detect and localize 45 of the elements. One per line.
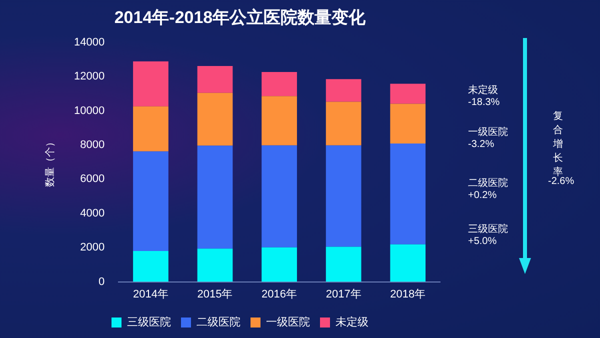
bar [326, 246, 362, 282]
bar [133, 61, 168, 106]
y-tick-label: 6000 [80, 173, 105, 186]
bar [390, 244, 426, 282]
text: -2.6% [548, 176, 574, 188]
text: 二级医院 +0.2% [468, 178, 508, 202]
bar [326, 145, 362, 247]
y-tick-label: 2000 [80, 242, 105, 254]
y-tick-label: 4000 [80, 207, 105, 220]
bar [197, 248, 233, 282]
text: 未定级 -18.3% [468, 85, 500, 109]
legend-label: 一级医院 [266, 316, 310, 329]
bar [390, 104, 426, 144]
bar [326, 102, 362, 146]
bar [197, 66, 233, 93]
y-tick-label: 10000 [74, 104, 105, 117]
legend-label: 未定级 [336, 316, 368, 329]
x-tick-label: 2018年 [390, 288, 426, 300]
bar [197, 146, 233, 249]
x-tick-label: 2015年 [197, 288, 233, 300]
bar [390, 143, 426, 244]
text: 三级医院 +5.0% [468, 224, 508, 248]
bar [133, 251, 168, 282]
x-tick-label: 2016年 [262, 288, 298, 300]
bar [262, 145, 297, 248]
text: 复合增长率 [553, 110, 563, 178]
y-tick-label: 14000 [74, 36, 105, 48]
legend-label: 二级医院 [196, 316, 240, 329]
y-axis-title: 数量（个） [44, 137, 56, 188]
bar [262, 247, 297, 282]
x-tick-label: 2014年 [132, 288, 168, 300]
bar [133, 151, 168, 252]
y-tick-label: 8000 [80, 139, 105, 152]
legend-label: 三级医院 [127, 316, 171, 329]
bar [326, 79, 362, 102]
text: 一级医院 -3.2% [468, 127, 508, 151]
x-tick-label: 2017年 [326, 288, 362, 300]
bar [133, 106, 168, 152]
y-tick-label: 12000 [74, 70, 105, 83]
bar [390, 84, 426, 104]
y-tick-label: 0 [98, 276, 105, 288]
bar [262, 72, 297, 96]
chart-title: 2014年-2018年公立医院数量变化 [114, 8, 367, 27]
bar [262, 96, 297, 146]
bar [197, 92, 233, 146]
